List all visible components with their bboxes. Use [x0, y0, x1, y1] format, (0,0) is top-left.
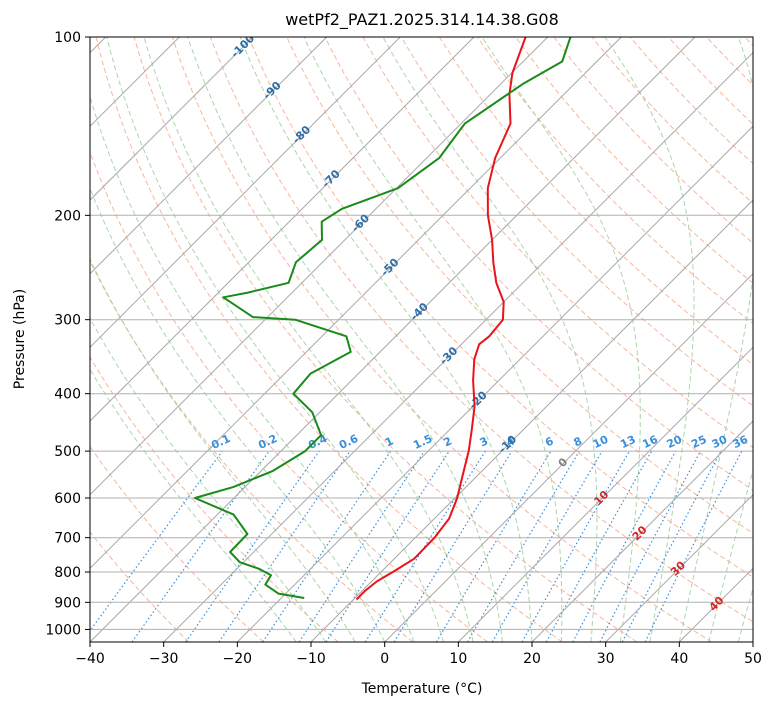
isotherm-line	[310, 199, 753, 642]
mixing-ratio-line	[90, 450, 223, 632]
dry-adiabat-line	[324, 37, 753, 491]
moist-adiabat-line	[708, 468, 753, 642]
moist-adiabat-line	[106, 37, 445, 642]
dry-adiabat-line	[248, 37, 753, 578]
moist-adiabat-line	[90, 95, 415, 642]
dry-adiabat-line	[591, 37, 753, 204]
x-axis: −40 −30 −20 −10 0 10 20 30 40 50	[75, 642, 762, 667]
dry-adiabat-line	[133, 37, 638, 642]
y-tick-label: 200	[54, 208, 81, 224]
isotherm-line	[163, 51, 753, 642]
y-tick-label: 700	[54, 531, 81, 547]
moist-adiabat-line	[90, 187, 386, 642]
mixing-ratio-lines	[90, 450, 743, 642]
mixing-ratio-label: 36	[731, 433, 751, 451]
moist-adiabats	[90, 37, 753, 642]
mixing-ratio-label: 13	[618, 433, 637, 451]
temperature-profile	[355, 37, 527, 601]
isotherm-line	[90, 37, 475, 422]
moist-adiabat-line	[90, 316, 327, 642]
x-tick-label: 40	[670, 651, 688, 667]
mixing-ratio-line	[572, 450, 677, 642]
x-tick-label: 0	[380, 651, 389, 667]
dry-adiabat-line	[210, 37, 753, 623]
isotherm-line	[90, 37, 328, 275]
y-tick-label: 800	[54, 565, 81, 581]
mixing-ratio-line	[491, 450, 603, 642]
isotherm-line	[605, 493, 753, 642]
dry-adiabat-line	[477, 37, 753, 325]
moist-adiabat-line	[90, 368, 297, 642]
mixing-ratio-label: 16	[640, 433, 660, 451]
x-tick-label: −40	[75, 651, 105, 667]
moist-adiabat-line	[481, 37, 641, 642]
dry-adiabat-line	[553, 37, 753, 244]
mixing-ratio-label: 20	[665, 433, 685, 451]
mixing-ratio-line	[131, 450, 270, 642]
isotherm-line	[90, 37, 401, 349]
plot-frame	[89, 36, 754, 643]
dry-adiabat-line	[90, 259, 414, 642]
dry-adiabat-line	[438, 37, 753, 366]
x-tick-label: 30	[597, 651, 615, 667]
mixing-ratio-line	[218, 450, 351, 642]
x-axis-label: Temperature (°C)	[361, 681, 483, 697]
mixing-ratio-line	[521, 450, 631, 642]
dry-adiabat-line	[90, 150, 488, 642]
mixing-ratio-line	[325, 450, 450, 642]
mixing-ratio-line	[393, 450, 513, 642]
x-tick-label: 10	[449, 651, 467, 667]
isotherm-line	[236, 125, 753, 642]
dry-adiabat-line	[400, 37, 753, 407]
y-tick-label: 1000	[45, 622, 81, 638]
dewpoint-profile	[193, 37, 572, 599]
isotherm-line	[90, 37, 696, 642]
y-tick-label: 400	[54, 387, 81, 403]
isotherm-line	[90, 37, 622, 570]
y-tick-label: 300	[54, 313, 81, 329]
profile-lines	[193, 37, 572, 601]
isotherm-line	[384, 272, 753, 642]
mixing-ratio-line	[466, 450, 580, 642]
x-tick-label: −10	[296, 651, 326, 667]
mixing-ratio-label: 10	[591, 433, 611, 451]
x-tick-label: −30	[149, 651, 179, 667]
mixing-ratio-label: 25	[689, 433, 708, 451]
chart-title: wetPf2_PAZ1.2025.314.14.38.G08	[285, 10, 559, 30]
mixing-ratio-line	[435, 450, 552, 642]
pressure-gridlines	[90, 37, 753, 630]
y-tick-label: 900	[54, 595, 81, 611]
moist-adiabat-line	[187, 37, 503, 642]
x-tick-label: −20	[223, 651, 253, 667]
y-axis: 100 200 300 400 500 600 700 800 900 1000	[45, 30, 90, 638]
isotherm-line	[90, 37, 254, 201]
mixing-ratio-line	[185, 450, 320, 642]
y-tick-label: 500	[54, 444, 81, 460]
dry-adiabat-line	[90, 356, 339, 642]
moist-adiabat-line	[239, 37, 533, 642]
mixing-ratio-label: 30	[710, 433, 730, 451]
moist-adiabat-line	[90, 257, 356, 642]
dry-adiabat-line	[90, 531, 190, 642]
dry-adiabat-line	[95, 37, 563, 642]
dry-adiabat-line	[286, 37, 753, 534]
x-tick-label: 50	[744, 651, 762, 667]
isotherm-line	[457, 346, 753, 642]
y-axis-label: Pressure (hPa)	[12, 289, 28, 389]
x-tick-label: 20	[523, 651, 541, 667]
moist-adiabat-line	[143, 37, 474, 642]
moist-adiabat-line	[382, 37, 598, 642]
moist-adiabat-line	[604, 37, 695, 642]
isotherm-line	[531, 420, 753, 642]
y-tick-label: 600	[54, 491, 81, 507]
y-tick-label: 100	[54, 30, 81, 46]
isotherms	[90, 37, 753, 642]
isotherm-line	[90, 37, 549, 496]
